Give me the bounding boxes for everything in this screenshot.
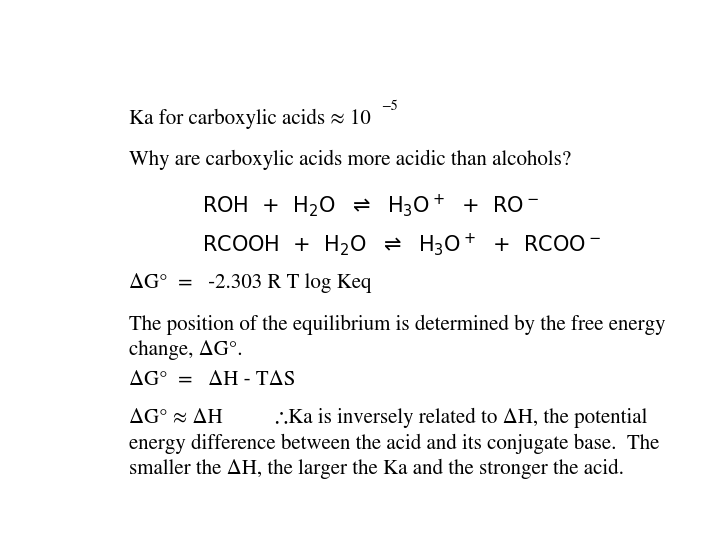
Text: The position of the equilibrium is determined by the free energy
change, ΔG°.: The position of the equilibrium is deter…: [129, 314, 665, 360]
Text: Ka for carboxylic acids ≈ 10: Ka for carboxylic acids ≈ 10: [129, 109, 371, 129]
Text: RCOOH  +  H$_2$O  $\rightleftharpoons$  H$_3$O$^+$  +  RCOO$^-$: RCOOH + H$_2$O $\rightleftharpoons$ H$_3…: [202, 231, 600, 258]
Text: ΔG° ≈ ΔH          ∴Ka is inversely related to ΔH, the potential
energy differenc: ΔG° ≈ ΔH ∴Ka is inversely related to ΔH,…: [129, 408, 660, 480]
Text: Why are carboxylic acids more acidic than alcohols?: Why are carboxylic acids more acidic tha…: [129, 150, 571, 170]
Text: ΔG°  =   -2.303 R T log Keq: ΔG° = -2.303 R T log Keq: [129, 273, 372, 293]
Text: ROH  +  H$_2$O  $\rightleftharpoons$  H$_3$O$^+$  +  RO$^-$: ROH + H$_2$O $\rightleftharpoons$ H$_3$O…: [202, 192, 539, 219]
Text: ΔG°  =   ΔH - TΔS: ΔG° = ΔH - TΔS: [129, 370, 295, 390]
Text: −5: −5: [381, 99, 397, 113]
